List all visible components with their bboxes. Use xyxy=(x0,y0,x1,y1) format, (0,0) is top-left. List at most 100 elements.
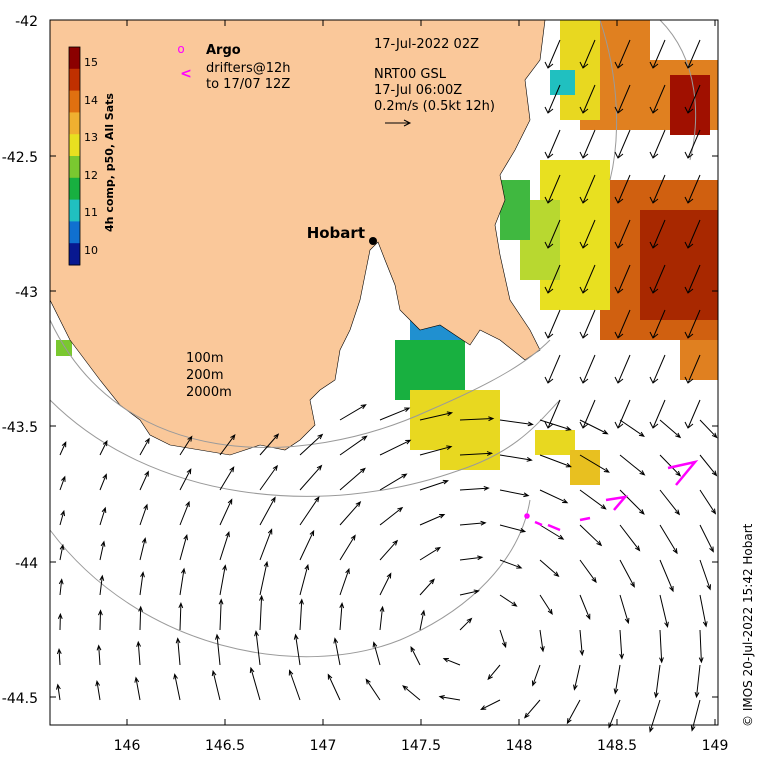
current-arrow xyxy=(459,416,495,422)
current-arrow xyxy=(419,479,449,491)
current-arrow xyxy=(544,399,561,429)
argo-symbol: o xyxy=(177,42,184,56)
colorbar-tick: 11 xyxy=(84,206,98,219)
contour-100m: 100m xyxy=(186,351,223,366)
current-arrow xyxy=(653,664,661,699)
current-arrow xyxy=(178,602,184,631)
colorbar: 15 14 13 12 11 10 4h comp, p50, All Sats xyxy=(68,46,116,266)
current-arrow xyxy=(539,629,545,653)
current-arrow xyxy=(299,529,315,561)
current-arrow xyxy=(96,644,102,666)
current-arrow xyxy=(579,419,609,435)
current-arrow xyxy=(659,489,681,516)
current-arrow xyxy=(410,645,421,666)
x-tick-label: 149 xyxy=(702,738,729,754)
current-arrow xyxy=(579,309,596,339)
current-arrow xyxy=(544,84,561,114)
current-arrow xyxy=(539,559,560,578)
current-arrow xyxy=(684,84,701,114)
current-arrow xyxy=(649,174,666,204)
current-arrow xyxy=(544,264,561,294)
current-arrow xyxy=(419,411,454,421)
colorbar-segment xyxy=(69,243,80,266)
current-arrow xyxy=(179,468,192,491)
current-arrow xyxy=(619,419,645,437)
current-arrow xyxy=(259,433,280,456)
current-arrow xyxy=(659,629,664,664)
contour-200m: 200m xyxy=(186,368,223,383)
current-arrow xyxy=(614,129,631,159)
current-arrow xyxy=(579,489,607,510)
current-arrow xyxy=(139,571,145,596)
current-arrow xyxy=(365,678,381,701)
current-arrow xyxy=(614,219,631,249)
current-arrow xyxy=(59,509,66,526)
current-arrow xyxy=(684,399,701,429)
current-arrow xyxy=(699,419,718,439)
legend: o Argo < drifters@12h to 17/07 12Z xyxy=(177,42,290,92)
drifter-symbol: < xyxy=(180,66,192,82)
x-tick-label: 147 xyxy=(310,738,337,754)
colorbar-tick: 13 xyxy=(84,131,98,144)
current-arrow xyxy=(339,602,345,631)
y-tick-label: -42.5 xyxy=(2,150,38,166)
current-arrow xyxy=(544,39,561,69)
current-arrow xyxy=(499,559,523,569)
current-arrow xyxy=(419,546,442,561)
current-arrow xyxy=(649,399,666,429)
drifter-tracks xyxy=(524,459,699,532)
current-arrow xyxy=(684,354,701,384)
current-arrow xyxy=(649,309,666,339)
current-arrow xyxy=(544,354,561,384)
current-arrow xyxy=(372,641,381,666)
current-arrow xyxy=(179,533,188,561)
x-tick-label: 147.5 xyxy=(401,738,441,754)
current-arrow xyxy=(579,219,596,249)
current-arrow xyxy=(619,524,641,552)
current-arrow xyxy=(579,354,596,384)
colorbar-segment xyxy=(69,156,80,179)
date-label: 17-Jul-2022 02Z xyxy=(374,37,479,52)
current-arrow xyxy=(56,683,61,701)
current-arrow xyxy=(579,524,603,547)
plot-frame xyxy=(49,19,719,726)
x-tick-label: 148 xyxy=(506,738,533,754)
current-arrow xyxy=(419,609,426,631)
current-arrow xyxy=(459,589,480,596)
colorbar-segment xyxy=(69,177,80,201)
current-arrow xyxy=(487,664,501,681)
current-arrow xyxy=(499,594,518,607)
scale-arrow-head xyxy=(403,119,412,127)
current-arrow xyxy=(379,473,408,491)
current-arrow xyxy=(499,419,534,427)
current-arrow xyxy=(134,676,141,701)
current-arrow xyxy=(614,39,631,69)
current-arrow xyxy=(293,633,301,666)
y-tick-label: -42 xyxy=(15,14,38,30)
colorbar-segment xyxy=(69,68,80,92)
current-arrow xyxy=(699,559,711,591)
current-arrow xyxy=(579,84,596,114)
current-arrow xyxy=(579,174,596,204)
current-arrow xyxy=(327,673,341,701)
drifters-label-line2: to 17/07 12Z xyxy=(206,77,290,92)
current-vectors xyxy=(56,39,718,733)
current-arrow xyxy=(684,174,701,204)
current-arrow xyxy=(579,39,596,69)
current-arrow xyxy=(175,637,181,666)
colorbar-tick: 15 xyxy=(84,56,98,69)
axis-ticks xyxy=(50,19,718,725)
current-arrow xyxy=(699,489,717,515)
current-arrow xyxy=(299,496,320,526)
x-tick-label: 146.5 xyxy=(205,738,245,754)
current-arrow xyxy=(379,539,399,561)
current-arrow xyxy=(619,629,625,660)
current-arrow xyxy=(59,543,65,561)
current-arrow xyxy=(619,454,646,476)
y-tick-label: -43.5 xyxy=(2,420,38,436)
current-arrow xyxy=(649,129,666,159)
current-arrow xyxy=(419,445,453,456)
current-arrow xyxy=(459,520,487,526)
current-arrow xyxy=(288,669,301,701)
current-arrow xyxy=(99,540,106,561)
